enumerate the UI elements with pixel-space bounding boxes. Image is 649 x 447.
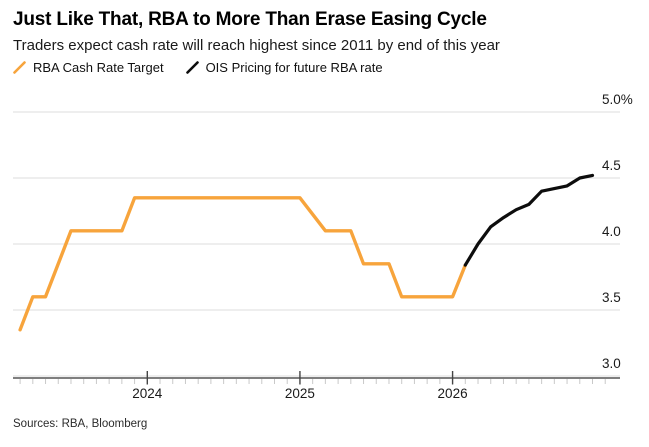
x-axis-label: 2025 — [284, 386, 315, 401]
source-note: Sources: RBA, Bloomberg — [13, 418, 148, 430]
y-axis-label: 5.0% — [602, 92, 633, 107]
legend-item-ois: OIS Pricing for future RBA rate — [185, 60, 383, 75]
legend-label-ois: OIS Pricing for future RBA rate — [205, 60, 383, 75]
x-axis-label: 2024 — [132, 386, 163, 401]
y-axis-label: 4.0 — [602, 224, 621, 239]
chart-title: Just Like That, RBA to More Than Erase E… — [13, 9, 487, 30]
y-axis-label: 3.0 — [602, 356, 621, 371]
ois-pricing-line — [463, 173, 595, 267]
y-axis-label: 3.5 — [602, 290, 621, 305]
rba-cash-rate-line — [18, 196, 467, 332]
rba-series-slash-icon — [13, 61, 26, 74]
y-axis-label: 4.5 — [602, 158, 621, 173]
chart-subtitle: Traders expect cash rate will reach high… — [13, 37, 500, 54]
ois-series-slash-icon — [185, 61, 199, 74]
legend: RBA Cash Rate Target OIS Pricing for fut… — [13, 60, 383, 75]
legend-label-rba: RBA Cash Rate Target — [33, 60, 164, 75]
legend-item-rba: RBA Cash Rate Target — [13, 60, 164, 75]
x-axis-label: 2026 — [437, 386, 468, 401]
